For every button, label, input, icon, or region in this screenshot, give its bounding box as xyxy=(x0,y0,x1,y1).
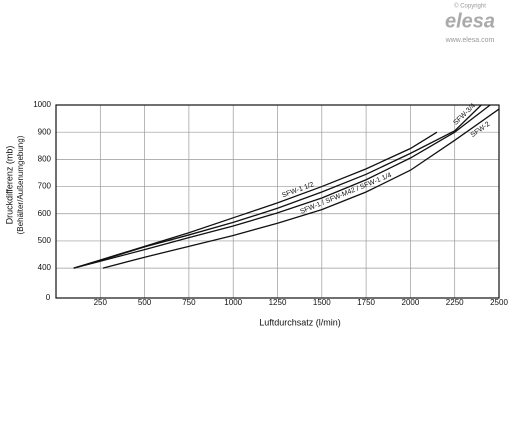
series-label: SFW-1 / SFW-M42 / SFW-1 1/4 xyxy=(299,172,392,216)
line-series xyxy=(73,104,491,269)
y-tick-label: 700 xyxy=(38,182,52,191)
line-series xyxy=(73,104,482,269)
x-tick-label: 1250 xyxy=(269,298,287,307)
x-tick-label: 0 xyxy=(46,293,51,302)
x-tick-label: 2000 xyxy=(402,298,420,307)
x-tick-label: 250 xyxy=(94,298,108,307)
y-tick-label: 800 xyxy=(38,154,52,163)
y-tick-label: 500 xyxy=(38,236,52,245)
x-tick-label: 1750 xyxy=(357,298,375,307)
series-label: SFW-2 xyxy=(470,121,492,139)
x-tick-label: 2250 xyxy=(446,298,464,307)
y-tick-label: 1000 xyxy=(33,100,51,109)
y-tick-label: 600 xyxy=(38,209,52,218)
x-tick-label: 1000 xyxy=(224,298,242,307)
plot-frame xyxy=(55,104,500,299)
y-tick-label: 900 xyxy=(38,127,52,136)
url: www.elesa.com xyxy=(445,37,495,44)
y-axis-label: (Behälter/Außenumgebung) xyxy=(16,135,25,234)
x-tick-label: 750 xyxy=(182,298,196,307)
brand: elesa xyxy=(445,10,495,32)
copyright: © Copyright xyxy=(454,3,486,10)
series-label: SFW-3/4 xyxy=(452,102,477,126)
y-tick-label: 400 xyxy=(38,263,52,272)
y-axis-label: Druckdifferenz (mb) xyxy=(4,146,14,225)
x-tick-label: 2500 xyxy=(490,298,508,307)
x-axis-label: Luftdurchsatz (l/min) xyxy=(259,317,341,327)
line-series xyxy=(102,108,500,269)
x-tick-label: 500 xyxy=(138,298,152,307)
line-series xyxy=(73,131,438,269)
x-tick-label: 1500 xyxy=(313,298,331,307)
